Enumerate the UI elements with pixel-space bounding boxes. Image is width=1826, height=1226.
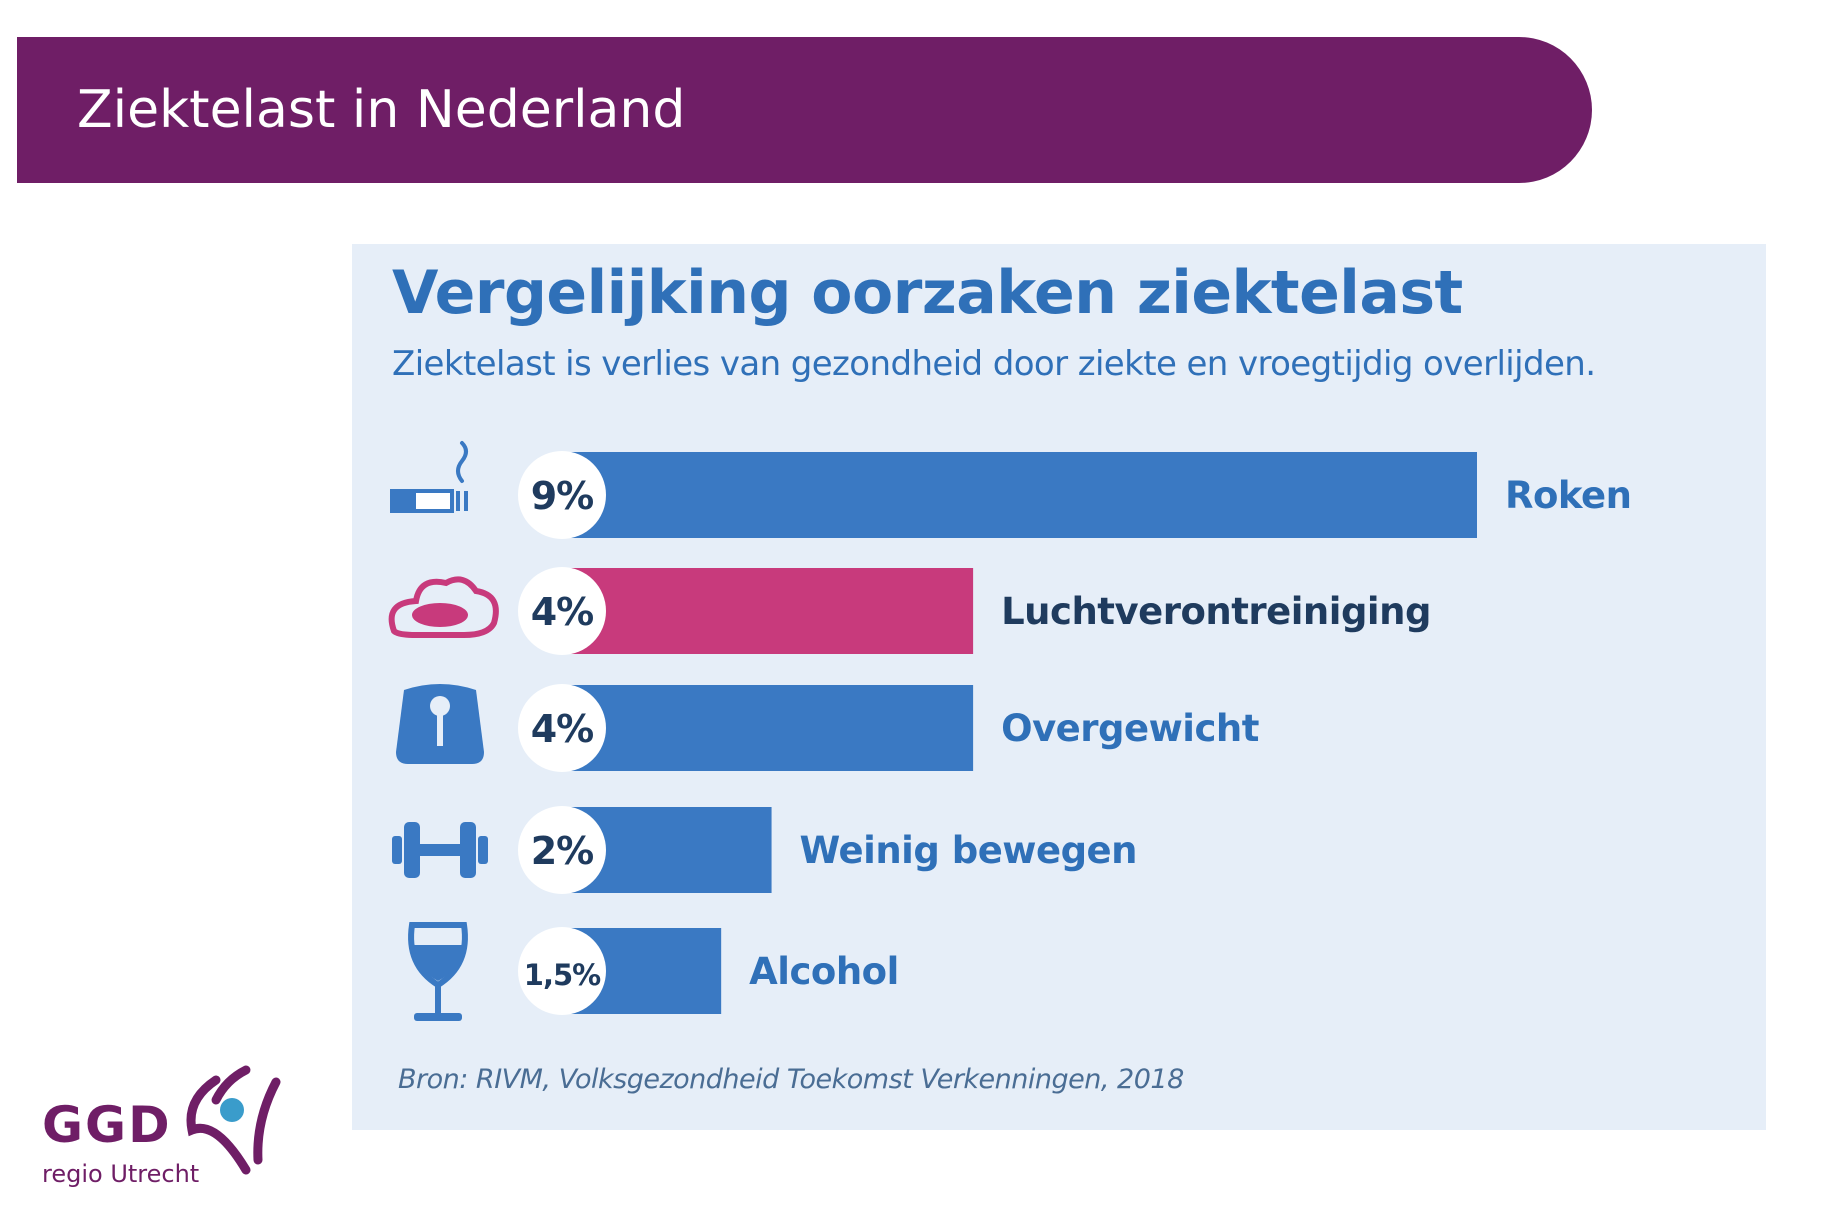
cloud-icon <box>388 576 499 638</box>
logo-text: GGD <box>42 1096 172 1154</box>
wine-glass-icon <box>408 922 468 1021</box>
logo-figure-icon <box>186 1065 281 1175</box>
value-label-4: 1,5% <box>524 958 601 992</box>
dumbbell-icon <box>392 822 488 878</box>
category-label-3: Weinig bewegen <box>800 829 1137 872</box>
value-label-3: 2% <box>531 829 594 873</box>
value-label-2: 4% <box>531 707 594 751</box>
bar-2 <box>570 685 974 771</box>
logo-subtitle: regio Utrecht <box>42 1160 200 1188</box>
bar-1 <box>570 568 974 654</box>
chart-panel: 9% Roken 4% Luchtverontreiniging 4% Overgewic… <box>352 244 1766 1130</box>
value-bubble-1 <box>518 567 606 655</box>
scale-icon <box>396 684 484 764</box>
category-label-1: Luchtverontreiniging <box>1001 590 1431 633</box>
category-label-4: Alcohol <box>749 950 899 993</box>
value-bubble-4 <box>518 927 606 1015</box>
value-bubble-0 <box>518 451 606 539</box>
banner-title: Ziektelast in Nederland <box>77 80 686 140</box>
category-label-0: Roken <box>1505 474 1631 517</box>
value-bubble-3 <box>518 806 606 894</box>
chart-subtitle: Ziektelast is verlies van gezondheid doo… <box>392 344 1596 384</box>
bar-0 <box>570 452 1477 538</box>
source-note: Bron: RIVM, Volksgezondheid Toekomst Ver… <box>398 1064 1184 1095</box>
cigarette-icon <box>390 441 468 513</box>
chart-title: Vergelijking oorzaken ziektelast <box>392 258 1463 328</box>
category-label-2: Overgewicht <box>1001 707 1259 750</box>
value-label-1: 4% <box>531 590 594 634</box>
value-label-0: 9% <box>531 474 594 518</box>
ggd-logo: GGD regio Utrecht <box>36 1060 296 1190</box>
bar-chart: 9% Roken 4% Luchtverontreiniging 4% Overgewic… <box>388 441 1632 1021</box>
title-banner: Ziektelast in Nederland <box>17 37 1592 183</box>
value-bubble-2 <box>518 684 606 772</box>
